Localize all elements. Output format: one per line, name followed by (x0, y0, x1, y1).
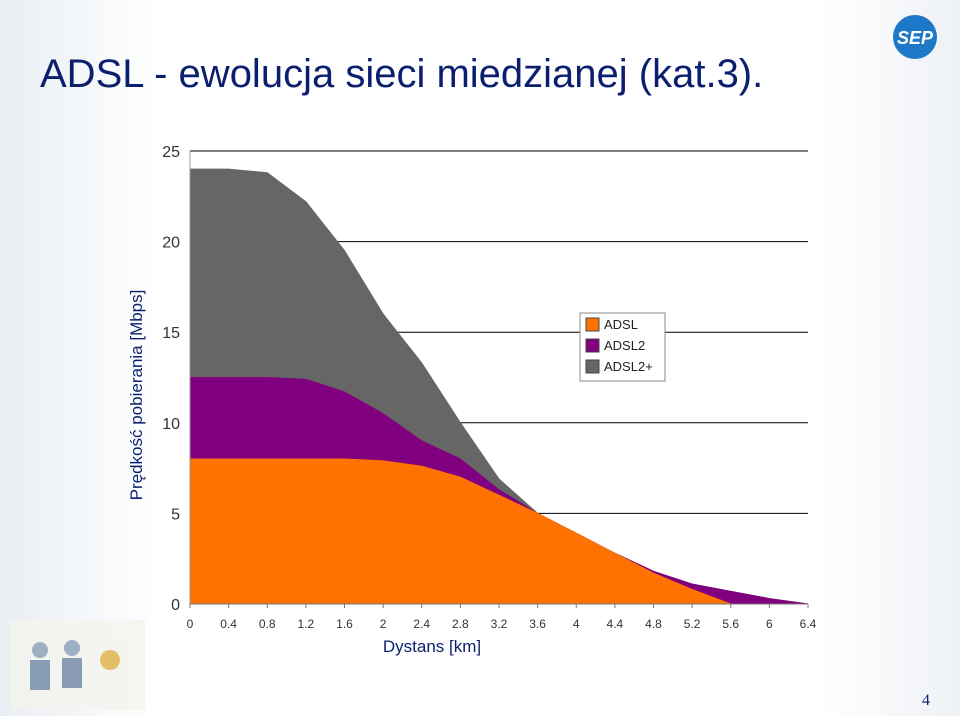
legend-label: ADSL2+ (604, 359, 653, 374)
y-tick-label: 10 (162, 416, 180, 433)
x-tick-label: 5.6 (722, 617, 739, 631)
page-number: 4 (922, 692, 930, 709)
y-tick-label: 0 (171, 597, 180, 614)
cartoon (10, 620, 145, 710)
legend-swatch (585, 338, 600, 353)
logo-badge (893, 15, 937, 59)
x-tick-label: 1.6 (336, 617, 353, 631)
legend-swatch (585, 359, 600, 374)
x-axis-label: Dystans [km] (383, 637, 481, 656)
x-tick-label: 6.4 (800, 617, 817, 631)
x-tick-label: 0.8 (259, 617, 276, 631)
legend-label: ADSL2 (604, 338, 645, 353)
x-tick-label: 2.4 (413, 617, 430, 631)
y-tick-label: 25 (162, 144, 180, 161)
x-tick-label: 0 (187, 617, 194, 631)
x-tick-label: 6 (766, 617, 773, 631)
area-line (190, 377, 809, 605)
x-tick-label: 3.2 (491, 617, 508, 631)
y-axis-label: Prędkość pobierania [Mbps] (127, 290, 146, 501)
cartoon-item (100, 650, 120, 670)
plot-area: 0 5 10 15 20 25 0 0.4 0.8 1.2 1.6 2 2.4 2.8 3.2 3.6 4 4.4… (162, 144, 816, 631)
x-tick-label: 3.6 (529, 617, 546, 631)
cartoon-body (30, 660, 50, 690)
cartoon-body (62, 658, 82, 688)
x-tick-label: 2 (380, 617, 387, 631)
x-tick-label: 4 (573, 617, 580, 631)
y-tick-label: 5 (171, 506, 180, 523)
x-tick-label: 5.2 (684, 617, 701, 631)
x-tick-label: 1.2 (298, 617, 315, 631)
slide-title: ADSL - ewolucja sieci miedzianej (kat.3)… (40, 52, 764, 96)
cartoon-head (64, 640, 80, 656)
logo-text: SEP (897, 28, 934, 48)
y-tick-label: 20 (162, 235, 180, 252)
cartoon-head (32, 642, 48, 658)
legend-swatch (585, 317, 600, 332)
legend-label: ADSL (604, 317, 638, 332)
x-tick-label: 4.4 (607, 617, 624, 631)
legend: ADSL ADSL2 ADSL2+ (579, 312, 666, 382)
x-tick-label: 2.8 (452, 617, 469, 631)
area-fill (190, 459, 731, 604)
y-tick-label: 15 (162, 325, 180, 342)
x-tick-label: 4.8 (645, 617, 662, 631)
area-line (190, 458, 731, 605)
x-tick-label: 0.4 (220, 617, 237, 631)
